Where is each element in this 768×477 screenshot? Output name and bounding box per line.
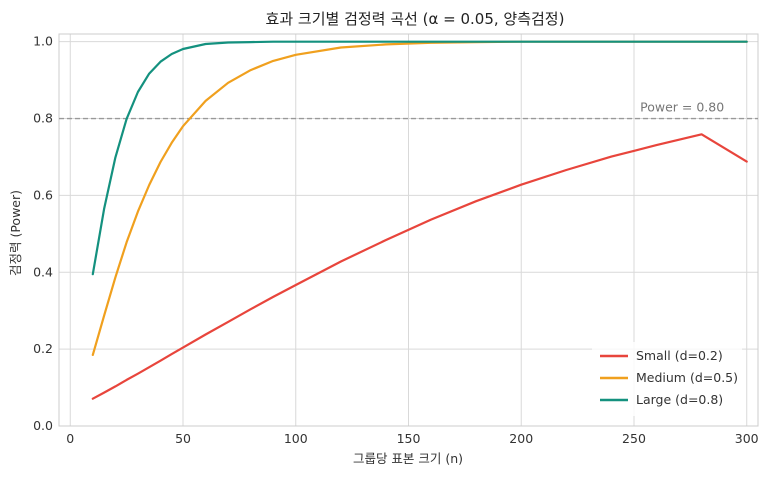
legend-label: Large (d=0.8) <box>636 392 723 407</box>
y-tick-label: 0.0 <box>33 418 53 433</box>
x-tick-label: 300 <box>735 431 759 446</box>
y-tick-label: 0.2 <box>33 341 53 356</box>
x-axis-label: 그룹당 표본 크기 (n) <box>353 451 463 466</box>
x-tick-label: 0 <box>66 431 74 446</box>
x-tick-label: 250 <box>622 431 646 446</box>
series-line-small <box>91 133 748 400</box>
x-tick-label: 100 <box>284 431 308 446</box>
y-tick-label: 1.0 <box>33 34 53 49</box>
y-tick-label: 0.4 <box>33 264 53 279</box>
plot-frame <box>58 33 759 427</box>
chart-title: 효과 크기별 검정력 곡선 (α = 0.05, 양측검정) <box>266 10 565 28</box>
y-axis-label: 검정력 (Power) <box>8 190 23 276</box>
legend-label: Medium (d=0.5) <box>636 370 738 385</box>
x-tick-label: 150 <box>397 431 421 446</box>
reference-line-label: Power = 0.80 <box>640 100 724 115</box>
legend-label: Small (d=0.2) <box>636 348 723 363</box>
series-line-large <box>91 40 748 276</box>
y-tick-label: 0.8 <box>33 111 53 126</box>
x-tick-label: 50 <box>175 431 191 446</box>
x-tick-label: 200 <box>509 431 533 446</box>
plot-area: 0 50 100 150 200 250 300 0.0 0.2 0.4 0.6 0.8 1.0 Powe… <box>33 33 759 446</box>
y-tick-label: 0.6 <box>33 187 53 202</box>
